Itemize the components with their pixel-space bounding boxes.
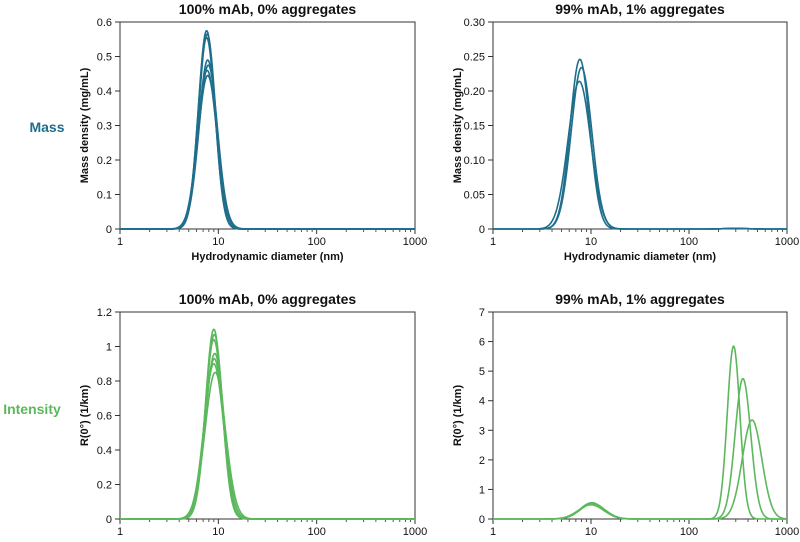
series-line-3 xyxy=(119,59,416,230)
x-tick-label: 1000 xyxy=(775,526,799,537)
series-line-6 xyxy=(119,371,416,520)
plot-frame xyxy=(492,21,788,230)
y-tick-label: 3 xyxy=(479,425,485,437)
x-tick-label: 1 xyxy=(117,526,123,537)
x-tick-label: 10 xyxy=(585,526,597,537)
chart-title: 99% mAb, 1% aggregates xyxy=(555,1,725,17)
y-tick-label: 0.6 xyxy=(97,411,112,423)
series-line-2 xyxy=(492,419,788,520)
series-line-0 xyxy=(492,345,788,520)
series-line-6 xyxy=(119,74,416,230)
x-tick-label: 1 xyxy=(490,526,496,537)
y-axis-label: R(0°) (1/km) xyxy=(452,385,464,447)
y-tick-label: 0.15 xyxy=(464,121,485,133)
y-tick-label: 2 xyxy=(479,455,485,467)
chart-intensity-0pct: 100% mAb, 0% aggregates 1 10 100 1000 0 0.2 0.4… xyxy=(79,291,427,538)
series-line-3 xyxy=(119,352,416,520)
series-line-1 xyxy=(119,33,416,230)
y-tick-label: 7 xyxy=(479,307,485,319)
y-tick-label: 0 xyxy=(479,514,485,526)
plot-frame xyxy=(119,311,416,520)
x-tick-label: 10 xyxy=(212,236,224,248)
x-tick-label: 1 xyxy=(117,236,123,248)
series-line-2 xyxy=(119,338,416,520)
x-tick-label: 1000 xyxy=(403,526,427,537)
y-tick-label: 0.6 xyxy=(97,17,112,29)
x-tick-label: 100 xyxy=(680,526,698,537)
y-tick-label: 0 xyxy=(106,224,112,236)
y-tick-label: 0.2 xyxy=(97,480,112,492)
y-tick-label: 1 xyxy=(479,484,485,496)
y-tick-label: 1.2 xyxy=(97,307,112,319)
y-tick-label: 0 xyxy=(106,514,112,526)
x-axis-label: Hydrodynamic diameter (nm) xyxy=(564,251,717,263)
chart-title: 100% mAb, 0% aggregates xyxy=(179,1,357,17)
y-tick-label: 0.30 xyxy=(464,17,485,29)
y-tick-label: 0.20 xyxy=(464,86,485,98)
series-line-1 xyxy=(492,66,788,230)
plot-frame xyxy=(492,311,788,520)
y-tick-label: 0.05 xyxy=(464,190,485,202)
y-tick-label: 0 xyxy=(479,224,485,236)
chart-mass-1pct: 99% mAb, 1% aggregates 1 10 100 1000 0 0.05 0.1… xyxy=(452,1,799,263)
x-tick-label: 100 xyxy=(307,526,325,537)
y-tick-label: 6 xyxy=(479,337,485,349)
chart-title: 100% mAb, 0% aggregates xyxy=(179,291,357,307)
series-line-1 xyxy=(119,333,416,520)
series-line-4 xyxy=(119,64,416,230)
x-tick-label: 100 xyxy=(680,236,698,248)
y-axis-label: Mass density (mg/mL) xyxy=(79,67,91,183)
chart-mass-0pct: 100% mAb, 0% aggregates 1 10 100 1000 0 0.1 0.2… xyxy=(79,1,427,263)
series-line-0 xyxy=(119,328,416,520)
y-tick-label: 0.10 xyxy=(464,155,485,167)
plot-frame xyxy=(119,21,416,230)
series-line-4 xyxy=(119,357,416,520)
row-label-intensity: Intensity xyxy=(3,401,61,417)
y-tick-label: 0.1 xyxy=(97,190,112,202)
x-tick-label: 1000 xyxy=(403,236,427,248)
y-tick-label: 0.25 xyxy=(464,52,485,64)
y-tick-label: 0.5 xyxy=(97,52,112,64)
y-tick-label: 0.8 xyxy=(97,376,112,388)
y-tick-label: 4 xyxy=(479,396,485,408)
y-tick-label: 5 xyxy=(479,366,485,378)
y-tick-label: 0.4 xyxy=(97,86,112,98)
y-axis-label: Mass density (mg/mL) xyxy=(452,67,464,183)
x-tick-label: 1 xyxy=(490,236,496,248)
x-axis-label: Hydrodynamic diameter (nm) xyxy=(191,251,344,263)
x-tick-label: 100 xyxy=(307,236,325,248)
chart-title: 99% mAb, 1% aggregates xyxy=(555,291,725,307)
series-line-5 xyxy=(119,69,416,230)
x-tick-label: 1000 xyxy=(775,236,799,248)
series-line-0 xyxy=(492,58,788,230)
y-tick-label: 0.2 xyxy=(97,155,112,167)
row-label-mass: Mass xyxy=(29,119,64,135)
series-line-2 xyxy=(119,36,416,230)
series-line-5 xyxy=(119,362,416,520)
x-tick-label: 10 xyxy=(585,236,597,248)
series-line-0 xyxy=(119,29,416,230)
y-tick-label: 1 xyxy=(106,342,112,354)
y-axis-label: R(0°) (1/km) xyxy=(79,385,91,447)
y-tick-label: 0.4 xyxy=(97,445,112,457)
y-tick-label: 0.3 xyxy=(97,121,112,133)
series-line-2 xyxy=(492,80,788,230)
x-tick-label: 10 xyxy=(212,526,224,537)
